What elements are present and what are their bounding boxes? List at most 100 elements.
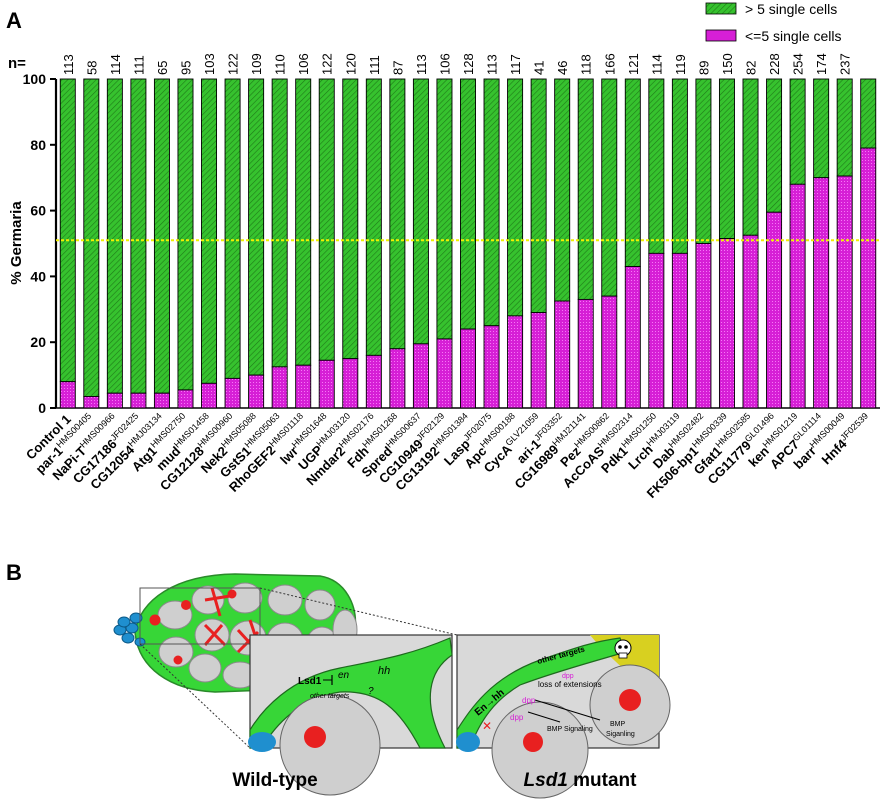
bar-segment-magenta — [83, 396, 100, 409]
bar-segment-green — [695, 78, 712, 244]
bar-segment-magenta — [389, 348, 406, 409]
n-value-label: 89 — [696, 61, 711, 75]
n-value-label: 128 — [461, 53, 476, 75]
caption-mutant: Lsd1 mutant — [490, 770, 670, 792]
bar-segment-green — [648, 78, 665, 254]
zoom-box — [139, 587, 261, 645]
mutant-dpp-low: dpp — [510, 713, 524, 722]
fusome-marks — [149, 587, 260, 665]
zoom-line-bottom — [139, 643, 251, 749]
n-value-label: 114 — [649, 54, 664, 75]
bar-segment-green — [295, 78, 312, 366]
n-value-label: 117 — [508, 54, 523, 75]
bar-segment-magenta — [106, 392, 123, 409]
bar-segment-magenta — [554, 300, 571, 409]
wild-type-inset: Lsd1 en hh ? other targets — [248, 634, 453, 796]
caption-wild-type: Wild-type — [232, 770, 318, 791]
bar-segment-magenta — [248, 374, 265, 409]
n-value-label: 111 — [131, 55, 146, 75]
n-value-label: 122 — [320, 53, 335, 75]
bar-segment-magenta — [201, 382, 218, 409]
n-value-label: 109 — [249, 53, 264, 75]
n-value-label: 110 — [273, 54, 288, 75]
n-value-label: 113 — [61, 54, 76, 75]
bar-segment-green — [153, 78, 170, 394]
n-value-label: 106 — [437, 53, 452, 75]
bar-segment-magenta — [671, 252, 688, 409]
mutant-inset: other targets En→hh ✕ dpp loss of extens… — [456, 634, 671, 799]
wt-germ-cell — [279, 694, 381, 796]
mutant-bmp-left: BMP Signaling — [547, 726, 593, 733]
bar-segment-green — [436, 78, 453, 340]
bar-segment-magenta — [718, 238, 735, 409]
n-value-label: 111 — [367, 55, 382, 75]
bar-segment-green — [59, 78, 76, 383]
n-value-label: 41 — [532, 61, 547, 75]
n-value-label: 95 — [178, 61, 193, 75]
wt-question-mark: ? — [368, 686, 374, 697]
bar-segment-magenta — [577, 298, 594, 409]
bar-segment-magenta — [271, 366, 288, 409]
panel-b-label: B — [6, 560, 22, 585]
bar-segment-green — [365, 78, 382, 356]
bar-segment-magenta — [153, 392, 170, 409]
wt-lsd1-label: Lsd1 — [298, 676, 322, 687]
bar-segment-green — [554, 78, 571, 302]
n-value-label: 150 — [720, 53, 735, 75]
bar-segment-green — [766, 78, 783, 213]
bar-segment-green — [389, 78, 406, 350]
bar-segment-magenta — [59, 381, 76, 409]
n-value-label: 174 — [814, 53, 829, 75]
n-value-label: 103 — [202, 53, 217, 75]
bar-segment-magenta — [224, 377, 241, 409]
n-labels-group: 113 58 114 111 65 95 103 122 109 110 106 122 120 111 8… — [61, 53, 853, 75]
n-value-label: 58 — [84, 61, 99, 75]
bar-segment-green — [342, 78, 359, 360]
wt-hh-label: hh — [378, 665, 390, 677]
n-value-label: 254 — [791, 53, 806, 75]
mutant-arrow-2 — [527, 711, 561, 723]
bar-segment-green — [718, 78, 735, 240]
bar-segment-green — [507, 78, 524, 317]
y-tick-label: 0 — [38, 400, 46, 416]
x-tick-label: Hnf4JF02539 — [818, 411, 875, 468]
caption-mutant-rest: mutant — [567, 770, 637, 791]
y-axis-label: % Germaria — [8, 201, 25, 285]
n-value-label: 113 — [485, 54, 500, 75]
panel-a-label: A — [6, 8, 22, 33]
bar-segment-green — [460, 78, 476, 330]
wt-other-targets: other targets — [310, 693, 350, 700]
bar-segment-magenta — [695, 243, 712, 409]
mutant-bmp-right-1: BMP — [610, 721, 626, 728]
n-prefix: n= — [8, 55, 26, 72]
y-tick-label: 100 — [23, 71, 47, 87]
bar-segment-magenta — [365, 354, 382, 409]
bar-segment-green — [106, 78, 123, 394]
skull-icon — [614, 639, 632, 659]
n-value-label: 166 — [602, 53, 617, 75]
legend: > 5 single cells <=5 single cells — [705, 1, 842, 44]
bar-segment-green — [224, 78, 241, 379]
bar-segment-green — [248, 78, 265, 376]
bar-segment-green — [271, 78, 288, 368]
legend-swatch-green — [705, 2, 737, 15]
bar-segment-green — [130, 78, 147, 394]
bar-segment-magenta — [601, 295, 618, 409]
mutant-loss-of-extensions: loss of extensions — [538, 680, 602, 689]
bar-segment-magenta — [177, 389, 194, 409]
n-value-label: 65 — [155, 61, 170, 75]
wt-germ-nucleus — [304, 726, 326, 748]
mutant-nucleus-left — [523, 732, 543, 752]
bar-segment-magenta — [483, 325, 500, 409]
bar-segment-green — [83, 78, 100, 397]
bar-segment-magenta — [742, 234, 759, 409]
legend-label-green: > 5 single cells — [745, 1, 837, 17]
bar-segment-green — [201, 78, 218, 384]
y-tick-label: 20 — [30, 334, 46, 350]
n-value-label: 228 — [767, 53, 782, 75]
wt-en-label: en — [338, 670, 350, 681]
bar-segment-magenta — [507, 315, 524, 409]
mutant-dpp-mid: dpp — [522, 696, 536, 705]
mutant-bmp-right-2: Siganling — [606, 731, 635, 738]
bar-segment-magenta — [789, 183, 806, 409]
